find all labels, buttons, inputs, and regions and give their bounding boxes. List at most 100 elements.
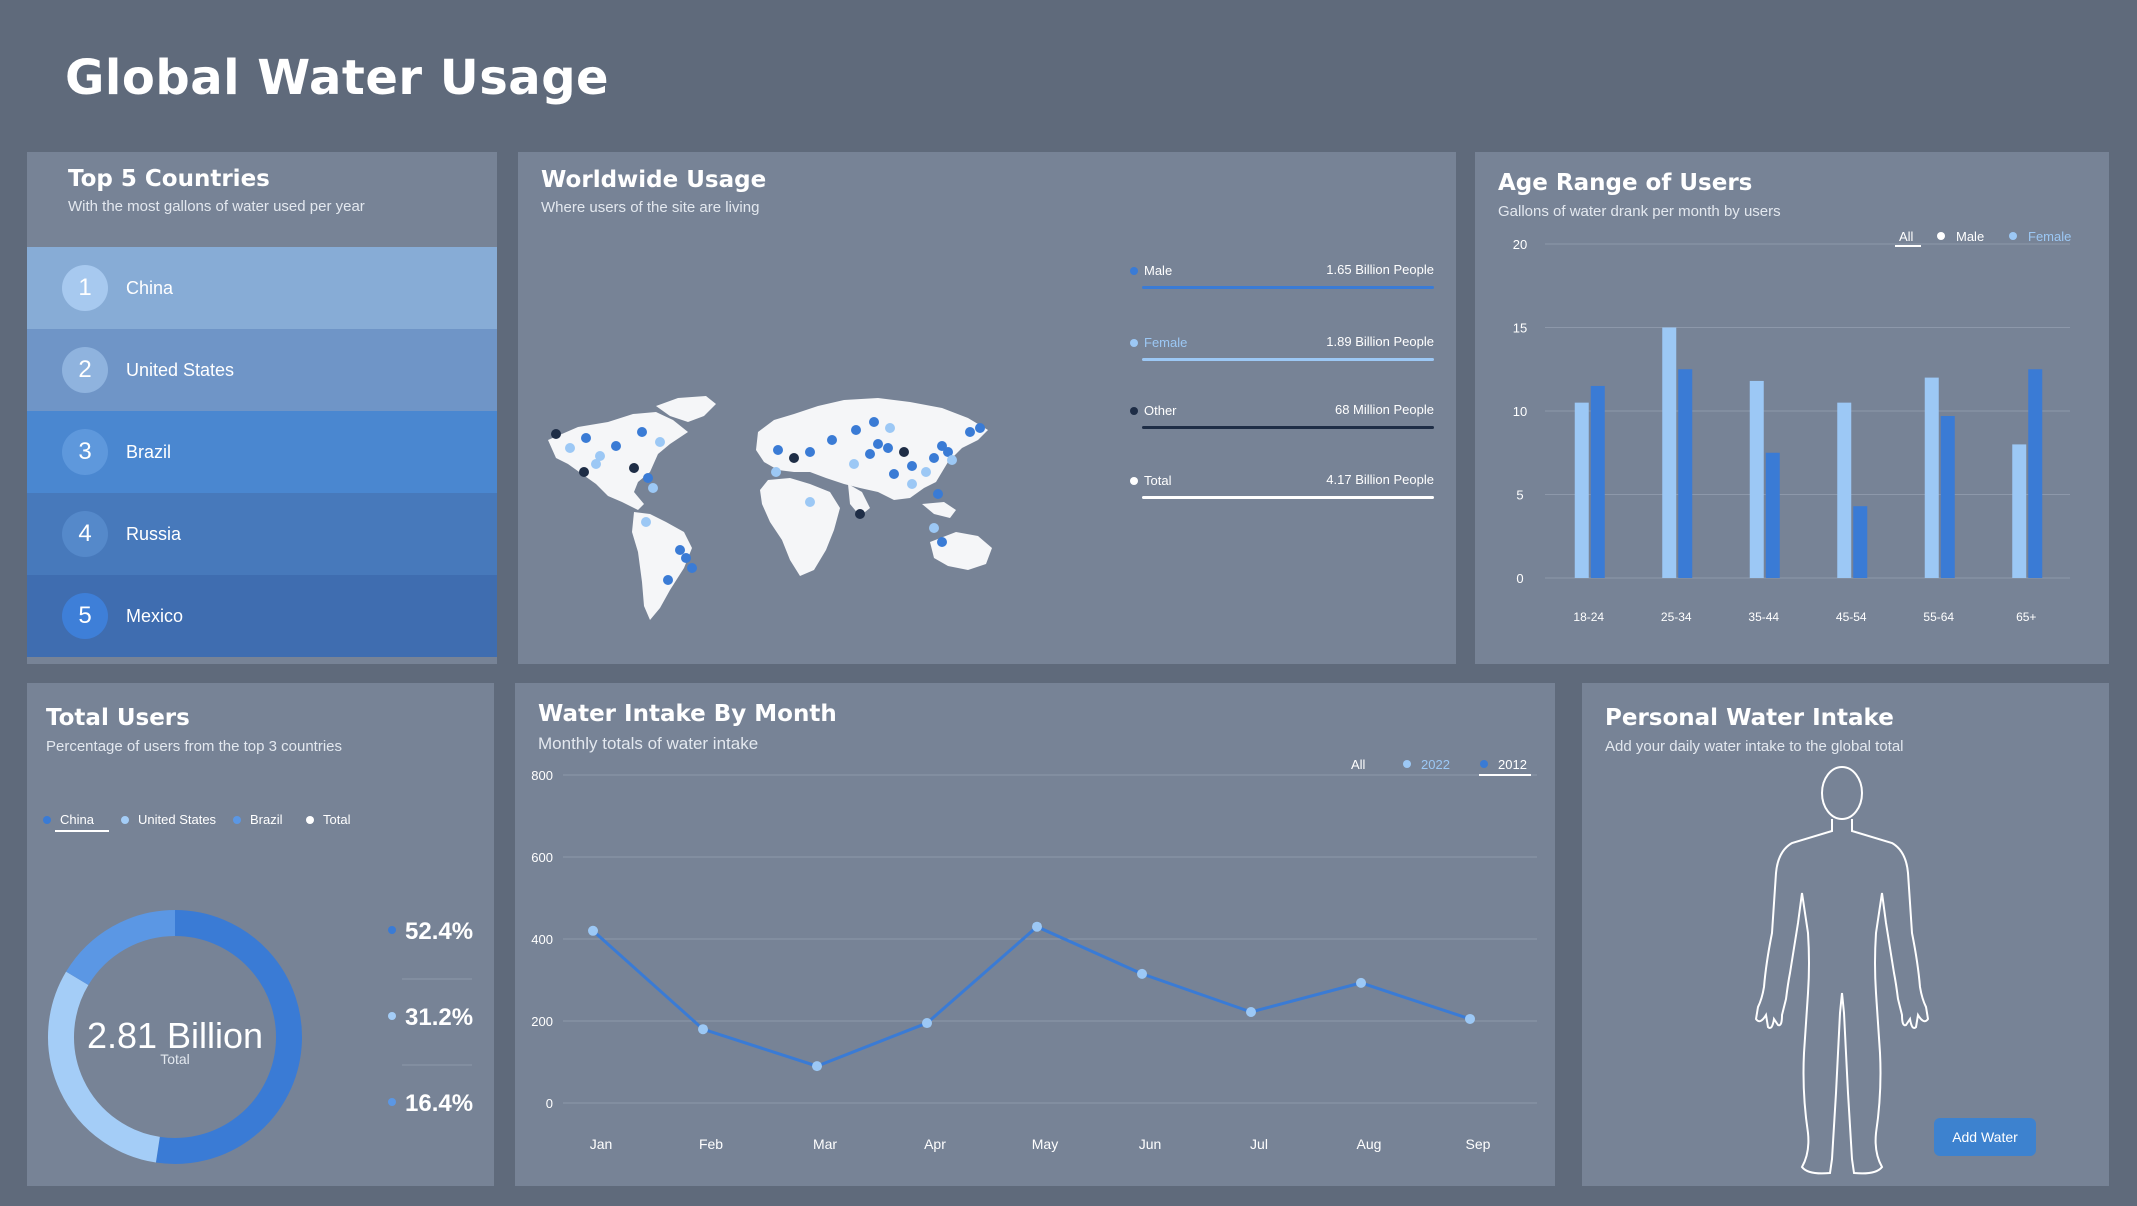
y-tick-label: 15 <box>1513 321 1527 336</box>
map-marker <box>773 445 783 455</box>
legend-dot-icon <box>1130 476 1138 485</box>
legend-dot-icon <box>233 816 241 824</box>
donut-slice[interactable] <box>48 971 161 1163</box>
country-name: Mexico <box>126 605 184 626</box>
map-marker <box>849 459 859 469</box>
map-marker <box>907 479 917 489</box>
world-legend-bar <box>1142 426 1434 429</box>
map-marker <box>975 423 985 433</box>
world-legend-item[interactable]: Female 1.89 Billion People <box>1130 334 1434 361</box>
bar-male[interactable] <box>1853 506 1868 578</box>
map-marker <box>937 537 947 547</box>
map-marker <box>675 545 685 555</box>
bar-female[interactable] <box>1924 377 1939 578</box>
intake-subtitle: Monthly totals of water intake <box>538 734 759 753</box>
filter-male[interactable]: Male <box>1956 229 1984 244</box>
age-range-chart: 0 5 10 15 20 18-24 25-34 35-44 45-54 55-64 65+ All M… <box>1513 229 2072 624</box>
filter-all[interactable]: All <box>1351 757 1366 772</box>
line-point[interactable] <box>1465 1013 1475 1024</box>
country-row[interactable]: 4 Russia <box>27 493 497 575</box>
filter-all[interactable]: All <box>1899 229 1914 244</box>
age-range-card: Age Range of Users Gallons of water dran… <box>1475 152 2109 664</box>
y-tick-label: 800 <box>531 768 553 783</box>
line-point[interactable] <box>1246 1006 1256 1017</box>
line-point[interactable] <box>1137 968 1147 979</box>
map-marker <box>869 417 879 427</box>
x-tick-label: 65+ <box>2016 610 2036 624</box>
filter-2022[interactable]: 2022 <box>1421 757 1450 772</box>
y-tick-label: 400 <box>531 932 553 947</box>
map-marker <box>648 483 658 493</box>
map-marker <box>629 463 639 473</box>
donut-center-value: 2.81 Billion <box>87 1015 263 1056</box>
line-point[interactable] <box>1356 977 1366 988</box>
worldwide-card: Worldwide Usage Where users of the site … <box>518 152 1456 664</box>
world-legend-item[interactable]: Total 4.17 Billion People <box>1130 472 1434 499</box>
add-water-button[interactable]: Add Water <box>1934 1118 2036 1156</box>
donut-slice[interactable] <box>66 910 176 986</box>
total-users-legend-item[interactable]: Total <box>323 812 351 827</box>
bar-female[interactable] <box>1574 402 1589 578</box>
bar-female[interactable] <box>1837 402 1852 578</box>
bar-female[interactable] <box>1662 327 1677 579</box>
map-marker <box>933 489 943 499</box>
country-name: Brazil <box>126 441 172 462</box>
country-row[interactable]: 5 Mexico <box>27 575 497 657</box>
intake-title: Water Intake By Month <box>538 701 837 727</box>
donut-slice[interactable] <box>155 910 302 1164</box>
percent-dot-icon <box>388 926 396 934</box>
world-legend-value: 68 Million People <box>1334 402 1434 417</box>
world-map <box>548 396 992 620</box>
personal-card: Personal Water Intake Add your daily wat… <box>1582 683 2109 1186</box>
world-legend-value: 1.89 Billion People <box>1326 334 1434 349</box>
legend-dot-icon <box>1130 338 1138 347</box>
bar-male[interactable] <box>1765 452 1780 578</box>
x-tick-label: 18-24 <box>1573 610 1604 624</box>
bar-female[interactable] <box>1749 380 1764 578</box>
country-row[interactable]: 2 United States <box>27 329 497 411</box>
map-marker <box>687 563 697 573</box>
x-tick-label: 55-64 <box>1923 610 1954 624</box>
bar-male[interactable] <box>1678 369 1693 578</box>
total-users-legend-item[interactable]: United States <box>138 812 217 827</box>
x-tick-label: 45-54 <box>1836 610 1867 624</box>
female-dot-icon <box>2009 232 2017 240</box>
filter-2012[interactable]: 2012 <box>1498 757 1527 772</box>
bar-male[interactable] <box>2028 369 2043 578</box>
country-name: United States <box>126 359 235 380</box>
country-rank-badge: 3 <box>62 429 108 475</box>
map-marker <box>855 509 865 519</box>
intake-card: Water Intake By Month Monthly totals of … <box>515 683 1555 1186</box>
line-point[interactable] <box>698 1024 708 1035</box>
map-marker <box>595 451 605 461</box>
intake-line-chart: 0 200 400 600 800 Jan Feb Mar Apr May Jun Jul Aug Sep… <box>531 757 1537 1152</box>
map-marker <box>929 523 939 533</box>
filter-female[interactable]: Female <box>2028 229 2071 244</box>
world-legend-item[interactable]: Male 1.65 Billion People <box>1130 262 1434 289</box>
world-legend-item[interactable]: Other 68 Million People <box>1130 402 1434 429</box>
world-legend-bar <box>1142 286 1434 289</box>
world-legend-value: 1.65 Billion People <box>1326 262 1434 277</box>
x-tick-label: Aug <box>1357 1136 1382 1152</box>
line-point[interactable] <box>588 925 598 936</box>
bar-male[interactable] <box>1590 385 1605 578</box>
map-marker <box>681 553 691 563</box>
bar-male[interactable] <box>1940 416 1955 578</box>
total-users-legend-item[interactable]: Brazil <box>250 812 283 827</box>
country-row[interactable]: 3 Brazil <box>27 411 497 493</box>
line-point[interactable] <box>812 1061 822 1072</box>
x-tick-label: May <box>1032 1136 1058 1152</box>
legend-dot-icon <box>1130 266 1138 275</box>
percent-dot-icon <box>388 1098 396 1106</box>
line-point[interactable] <box>1032 921 1042 932</box>
personal-subtitle: Add your daily water intake to the globa… <box>1605 738 1904 755</box>
bar-female[interactable] <box>2012 444 2027 578</box>
country-row[interactable]: 1 China <box>27 247 497 329</box>
line-point[interactable] <box>922 1018 932 1029</box>
legend-dot-icon <box>43 816 51 824</box>
total-users-legend-item[interactable]: China <box>60 812 95 827</box>
world-legend-label: Female <box>1144 335 1188 351</box>
map-marker <box>641 517 651 527</box>
x-tick-label: Feb <box>699 1136 723 1152</box>
male-dot-icon <box>1937 232 1945 240</box>
